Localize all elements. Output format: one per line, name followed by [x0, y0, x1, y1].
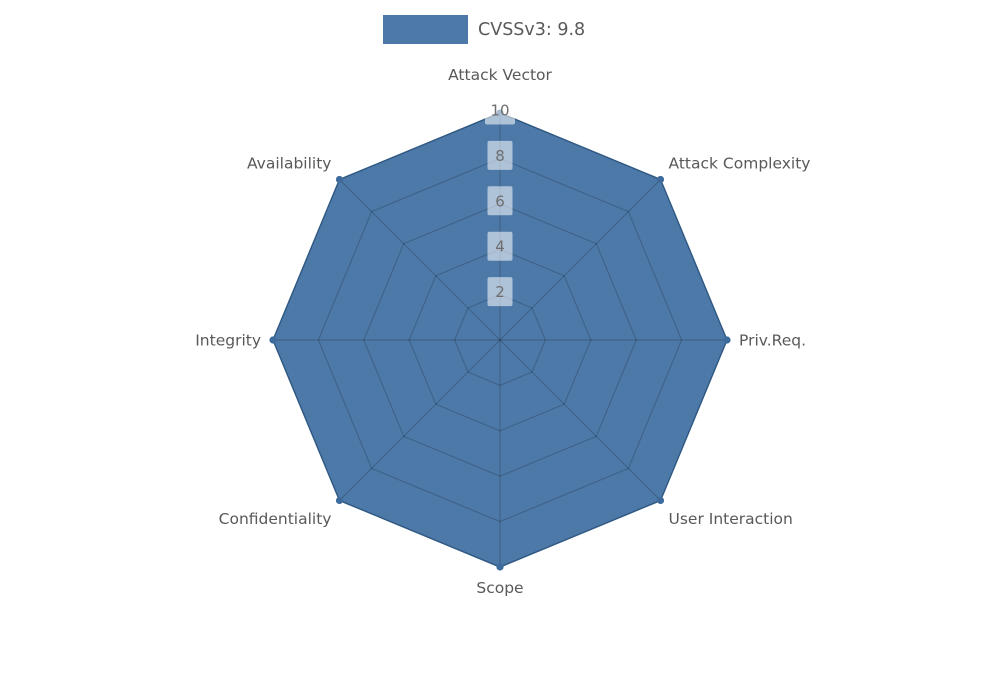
axis-spoke	[339, 179, 501, 341]
grid-ring	[317, 157, 683, 523]
vertex-marker	[656, 496, 665, 505]
tick-label: 4	[495, 238, 505, 256]
tick-label-box	[487, 140, 513, 170]
vertex-marker	[335, 496, 344, 505]
axis-spoke	[499, 179, 661, 341]
vertex-marker	[269, 336, 277, 344]
axis-label-attack-complexity: Attack Complexity	[669, 154, 811, 172]
tick-label: 2	[495, 283, 505, 301]
legend-swatch	[383, 15, 468, 44]
vertex-marker	[656, 175, 665, 184]
axis-label-availability: Availability	[247, 154, 332, 172]
legend: CVSSv3: 9.8	[383, 15, 585, 44]
tick-label: 10	[490, 102, 509, 120]
axis-spoke	[499, 339, 661, 501]
axis-spoke	[339, 339, 501, 501]
tick-label-box	[487, 186, 513, 216]
vertex-marker	[723, 336, 731, 344]
vertex-marker	[496, 563, 504, 571]
legend-label: CVSSv3: 9.8	[478, 19, 586, 40]
tick-label-box	[487, 231, 513, 261]
axis-label-priv-req: Priv.Req.	[739, 332, 806, 350]
axis-label-confidentiality: Confidentiality	[219, 510, 332, 528]
axis-label-user-interaction: User Interaction	[669, 510, 793, 528]
vertex-marker	[335, 175, 344, 184]
axis-label-attack-vector: Attack Vector	[448, 66, 552, 84]
grid-ring	[363, 203, 637, 477]
grid-ring	[453, 293, 547, 387]
axis-label-integrity: Integrity	[195, 332, 261, 350]
tick-label-box	[485, 95, 515, 125]
tick-label: 8	[495, 147, 505, 165]
tick-label: 6	[495, 192, 505, 210]
grid-ring	[408, 248, 592, 432]
axis-label-scope: Scope	[476, 579, 523, 597]
tick-label-box	[487, 277, 513, 307]
